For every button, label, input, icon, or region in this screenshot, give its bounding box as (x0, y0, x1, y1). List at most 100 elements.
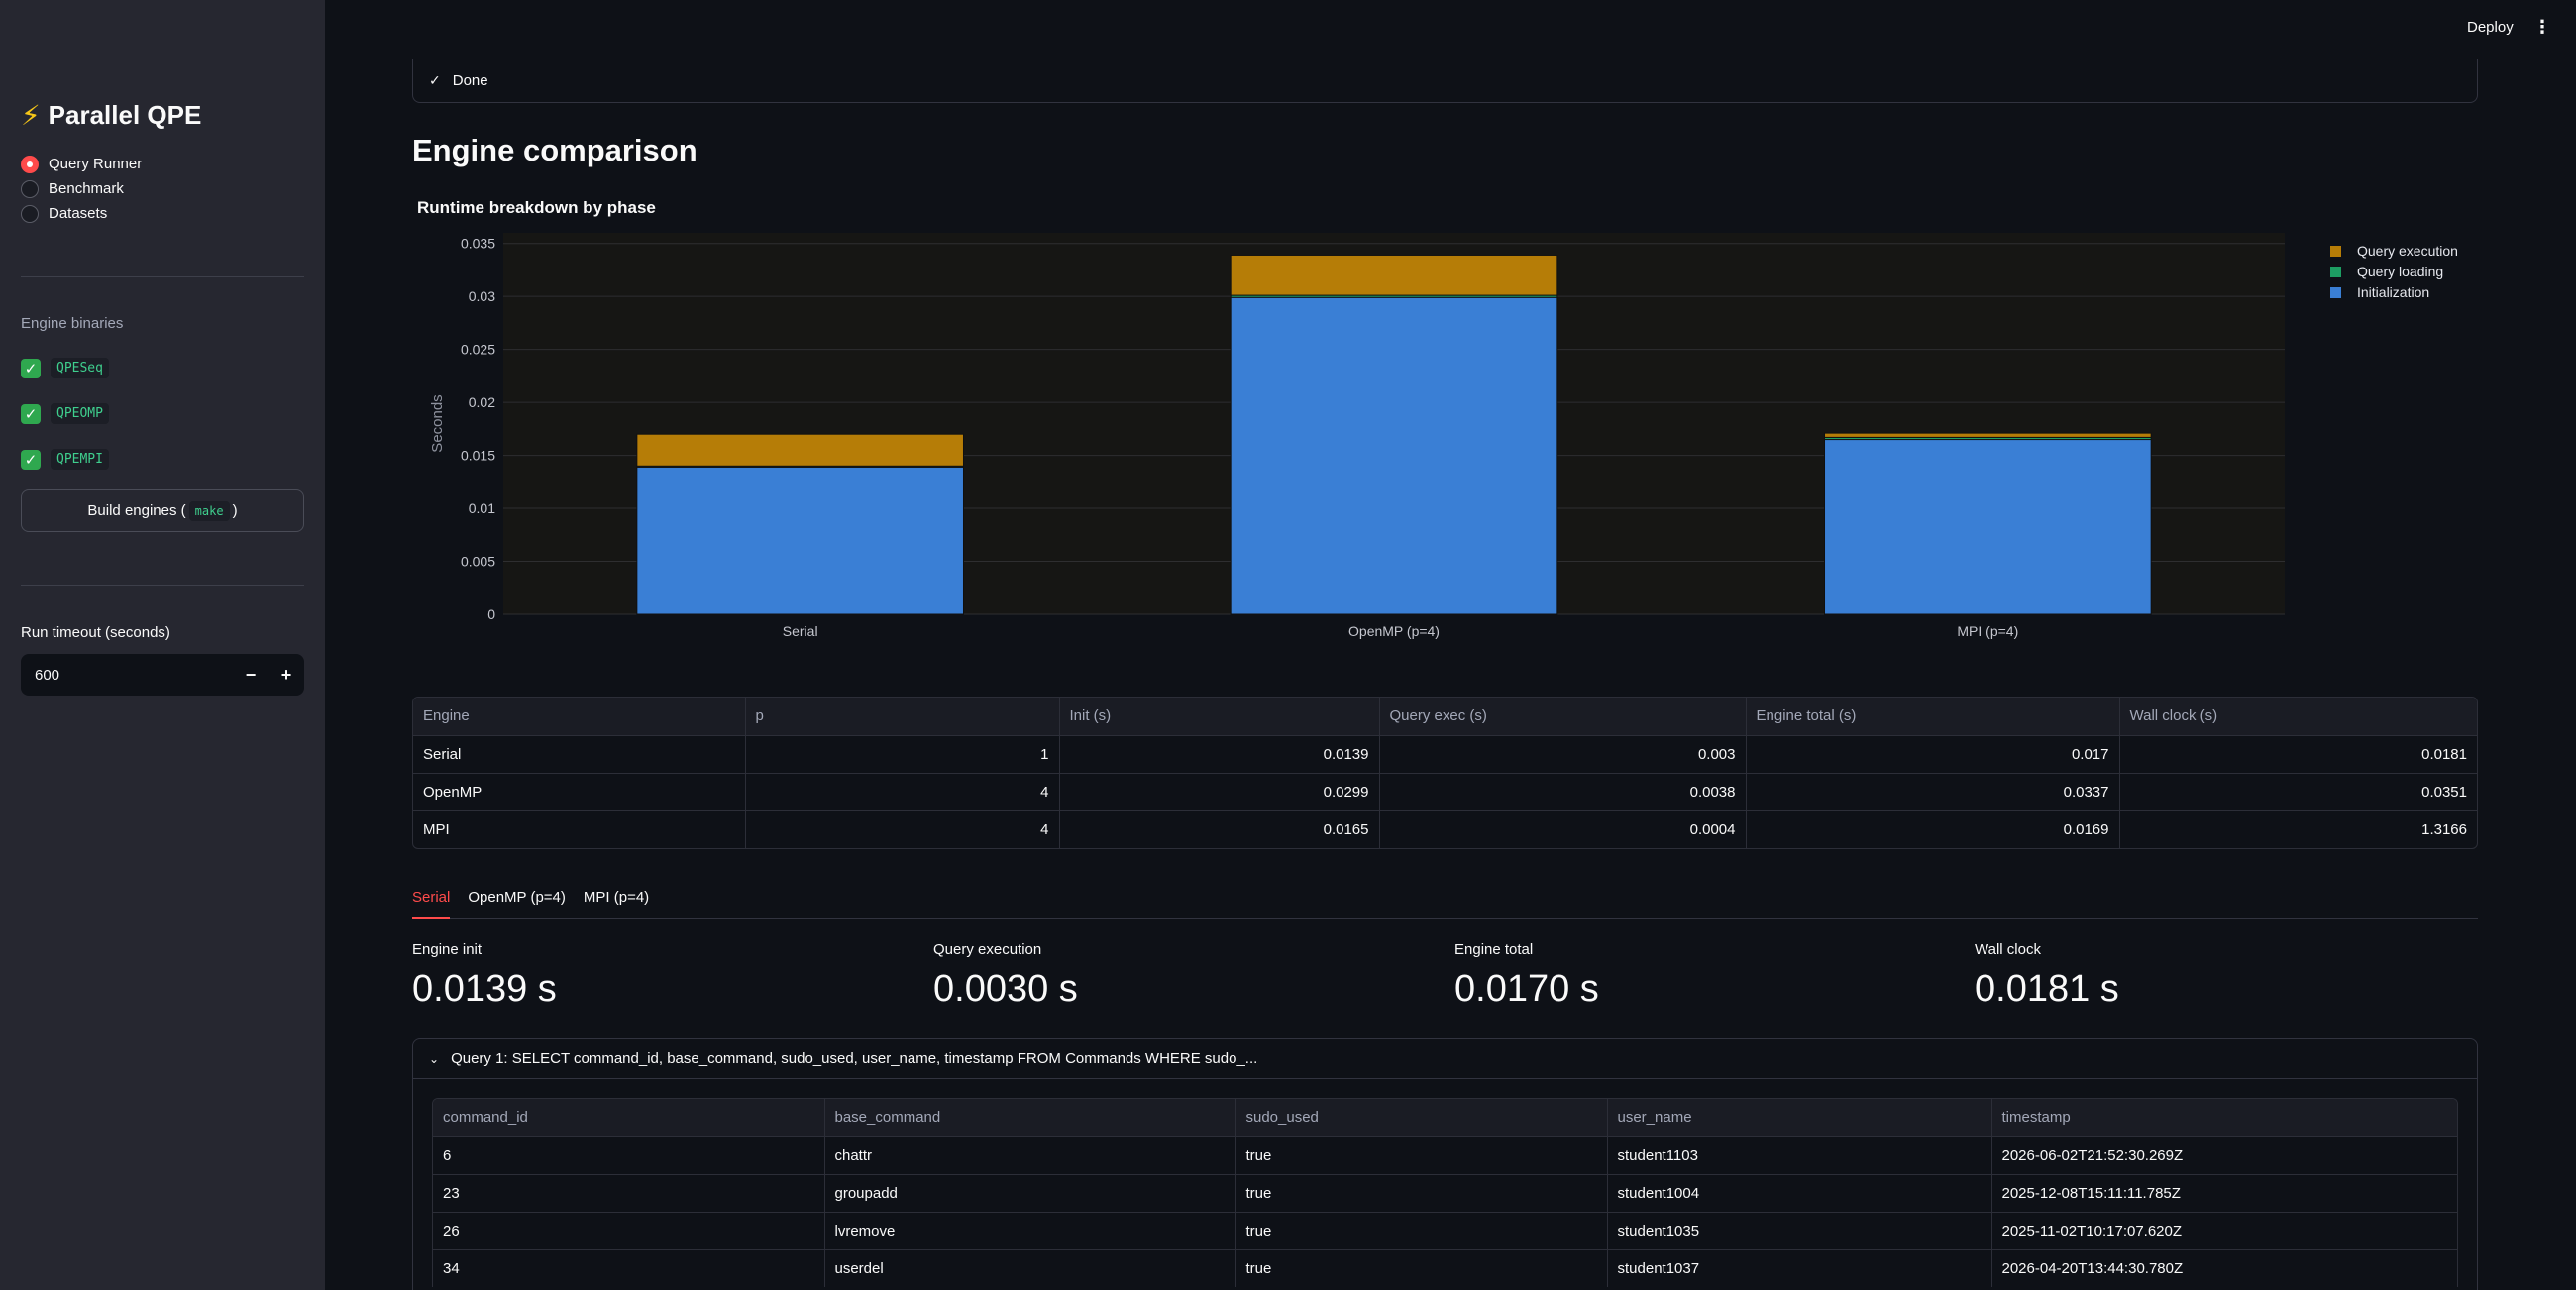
deploy-button[interactable]: Deploy (2467, 19, 2514, 36)
binaries-title: Engine binaries (21, 315, 124, 332)
metric-engine-total: Engine total 0.0170 s (1454, 941, 1599, 1011)
column-header[interactable]: Init (s) (1059, 698, 1380, 736)
decrement-button[interactable]: − (245, 664, 257, 685)
y-tick-label: 0.035 (461, 236, 495, 252)
check-icon: ✓ (21, 403, 41, 424)
build-engines-button[interactable]: Build engines ( make ) (21, 489, 304, 532)
column-header[interactable]: Engine total (s) (1746, 698, 2120, 736)
table-cell: true (1235, 1136, 1608, 1175)
query-title: Query 1: SELECT command_id, base_command… (451, 1050, 1258, 1067)
table-cell: 34 (433, 1249, 825, 1287)
table-row: 6 chattr true student1103 2026-06-02T21:… (433, 1136, 2457, 1175)
radio-selected-icon[interactable] (21, 155, 39, 173)
chart-title: Runtime breakdown by phase (417, 198, 656, 217)
y-tick-label: 0.02 (469, 394, 495, 410)
bar-segment (636, 466, 964, 615)
bar-segment (1824, 432, 2152, 438)
sidebar-divider (21, 585, 304, 586)
query-results-table: command_id base_command sudo_used user_n… (432, 1098, 2458, 1287)
y-tick-label: 0.03 (469, 288, 495, 304)
column-header[interactable]: command_id (433, 1099, 825, 1137)
radio-icon[interactable] (21, 179, 39, 198)
legend-label: Query loading (2357, 264, 2443, 279)
table-cell: userdel (824, 1249, 1236, 1287)
status-box: ✓ Done (412, 59, 2478, 103)
check-icon: ✓ (21, 449, 41, 470)
metric-value: 0.0170 s (1454, 968, 1599, 1010)
y-tick-label: 0.015 (461, 448, 495, 464)
table-row: OpenMP 4 0.0299 0.0038 0.0337 0.0351 (413, 773, 2477, 811)
column-header[interactable]: sudo_used (1235, 1099, 1608, 1137)
table-cell: Serial (413, 735, 746, 774)
nav-label: Benchmark (49, 180, 124, 197)
binary-name: QPEOMP (51, 403, 109, 424)
table-cell: true (1235, 1212, 1608, 1250)
y-tick-label: 0 (487, 606, 495, 622)
check-icon: ✓ (21, 358, 41, 378)
legend-label: Initialization (2357, 284, 2429, 300)
table-header-row: command_id base_command sudo_used user_n… (433, 1099, 2457, 1137)
column-header[interactable]: base_command (824, 1099, 1236, 1137)
build-label-end: ) (232, 502, 238, 519)
table-cell: OpenMP (413, 773, 746, 811)
table-cell: 0.017 (1746, 735, 2120, 774)
table-cell: true (1235, 1174, 1608, 1213)
column-header[interactable]: timestamp (1991, 1099, 2457, 1137)
app-title-text: Parallel QPE (48, 100, 202, 130)
timeout-input[interactable]: 600 (35, 666, 60, 684)
table-cell: 2025-11-02T10:17:07.620Z (1991, 1212, 2457, 1250)
table-cell: student1037 (1607, 1249, 1992, 1287)
nav-datasets[interactable]: Datasets (21, 201, 142, 226)
x-tick-label: OpenMP (p=4) (1348, 623, 1440, 639)
legend-label: Query execution (2357, 243, 2458, 259)
table-cell: 0.0351 (2119, 773, 2477, 811)
binary-status: ✓ QPESeq (21, 358, 109, 378)
increment-button[interactable]: + (280, 664, 292, 685)
y-tick-label: 0.025 (461, 342, 495, 358)
table-cell: 26 (433, 1212, 825, 1250)
nav-label: Query Runner (49, 156, 143, 172)
table-row: 23 groupadd true student1004 2025-12-08T… (433, 1174, 2457, 1213)
bar-segment (1230, 296, 1558, 615)
kebab-icon[interactable]: ⋮ (2533, 17, 2551, 37)
metric-label: Engine init (412, 941, 483, 958)
table-cell: 23 (433, 1174, 825, 1213)
table-cell: 2026-06-02T21:52:30.269Z (1991, 1136, 2457, 1175)
chevron-down-icon[interactable]: ⌄ (429, 1051, 440, 1066)
column-header[interactable]: Query exec (s) (1379, 698, 1747, 736)
radio-icon[interactable] (21, 204, 39, 223)
table-cell: student1103 (1607, 1136, 1992, 1175)
column-header[interactable]: p (745, 698, 1060, 736)
y-tick-label: 0.01 (469, 500, 495, 516)
tab-mpi[interactable]: MPI (p=4) (583, 889, 650, 906)
table-cell: 0.0181 (2119, 735, 2477, 774)
engine-tabs: Serial OpenMP (p=4) MPI (p=4) (412, 884, 2478, 919)
table-cell: 4 (745, 810, 1060, 848)
y-axis-label: Seconds (429, 394, 446, 452)
nav-benchmark[interactable]: Benchmark (21, 176, 142, 201)
table-cell: student1004 (1607, 1174, 1992, 1213)
nav-query-runner[interactable]: Query Runner (21, 152, 142, 176)
metric-value: 0.0030 s (933, 968, 1078, 1010)
column-header[interactable]: Engine (413, 698, 746, 736)
sidebar: ⚡ Parallel QPE Query Runner Benchmark Da… (0, 0, 325, 1290)
table-cell: 0.0299 (1059, 773, 1380, 811)
column-header[interactable]: Wall clock (s) (2119, 698, 2477, 736)
app-title: ⚡ Parallel QPE (21, 99, 201, 132)
table-cell: 2025-12-08T15:11:11.785Z (1991, 1174, 2457, 1213)
runtime-chart: 0 0.005 0.01 0.015 0.02 0.025 0.03 0.035 Seconds… (429, 233, 2458, 639)
binary-status: ✓ QPEOMP (21, 403, 109, 424)
table-row: MPI 4 0.0165 0.0004 0.0169 1.3166 (413, 810, 2477, 848)
page-title: Engine comparison (412, 133, 698, 167)
tab-serial[interactable]: Serial (412, 884, 451, 919)
legend-swatch (2330, 287, 2341, 298)
table-cell: 6 (433, 1136, 825, 1175)
tab-openmp[interactable]: OpenMP (p=4) (468, 889, 566, 906)
metric-label: Query execution (933, 941, 1042, 958)
table-header-row: Engine p Init (s) Query exec (s) Engine … (413, 698, 2477, 736)
column-header[interactable]: user_name (1607, 1099, 1992, 1137)
table-cell: 0.0337 (1746, 773, 2120, 811)
expander-header[interactable]: ⌄ Query 1: SELECT command_id, base_comma… (413, 1039, 2477, 1079)
query-expander: ⌄ Query 1: SELECT command_id, base_comma… (412, 1038, 2478, 1290)
bar-segment (1824, 439, 2152, 615)
